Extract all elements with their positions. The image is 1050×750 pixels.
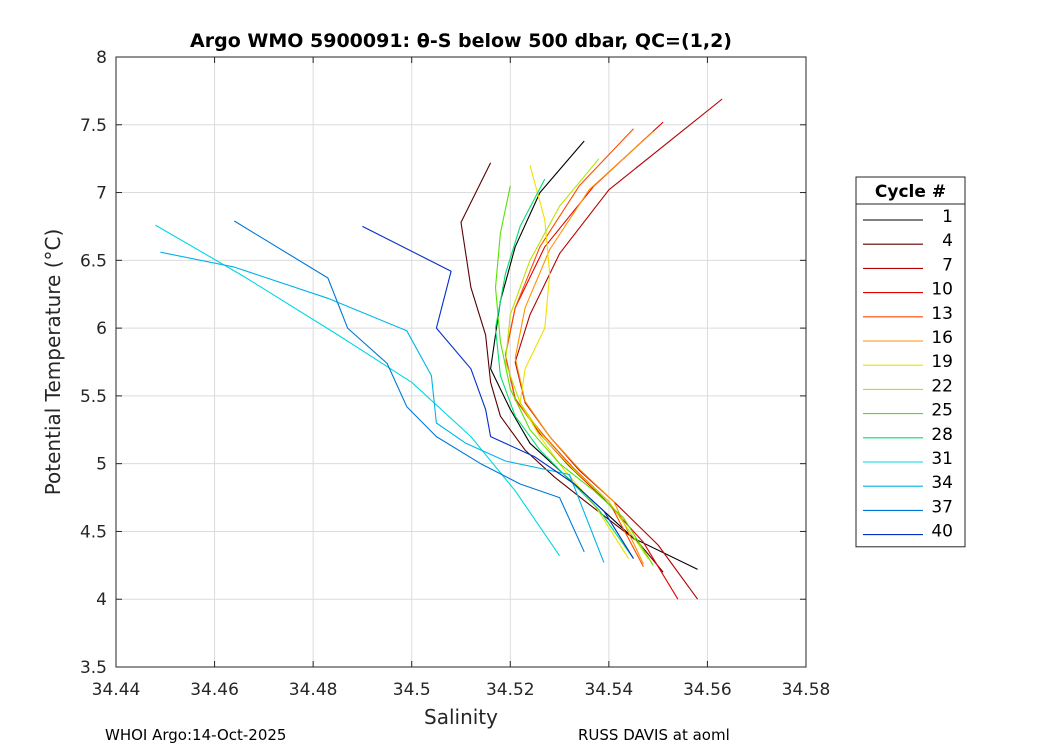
- legend-label-cycle-4: 4: [942, 231, 953, 251]
- series-line-cycle-40: [362, 225, 634, 559]
- series-line-cycle-37: [234, 220, 585, 553]
- legend-label-cycle-40: 40: [931, 522, 953, 542]
- y-tick-label: 4: [96, 590, 107, 610]
- legend-box: [855, 176, 966, 548]
- legend-label-cycle-1: 1: [942, 207, 953, 227]
- series-line-cycle-22: [504, 158, 649, 559]
- series-line-cycle-16: [514, 131, 654, 565]
- x-axis-label: Salinity: [424, 705, 498, 729]
- y-tick-label: 7.5: [80, 116, 107, 136]
- y-tick-label: 5: [96, 455, 107, 475]
- legend-label-cycle-13: 13: [931, 304, 953, 324]
- series-line-cycle-25: [494, 185, 654, 566]
- x-tick-label: 34.56: [683, 680, 732, 700]
- y-axis-label: Potential Temperature (°C): [41, 229, 65, 496]
- series-line-cycle-7: [514, 98, 723, 600]
- chart-title: Argo WMO 5900091: θ-S below 500 dbar, QC…: [190, 30, 732, 52]
- legend-label-cycle-19: 19: [931, 352, 953, 372]
- x-tick-label: 34.46: [190, 680, 239, 700]
- legend-label-cycle-25: 25: [931, 401, 953, 421]
- y-tick-label: 4.5: [80, 522, 107, 542]
- y-tick-label: 7: [96, 184, 107, 204]
- legend-label-cycle-37: 37: [931, 497, 953, 517]
- legend-label-cycle-28: 28: [931, 425, 953, 445]
- y-tick-label: 5.5: [80, 387, 107, 407]
- legend-label-cycle-22: 22: [931, 376, 953, 396]
- y-tick-label: 6.5: [80, 251, 107, 271]
- series-line-cycle-4: [460, 162, 664, 573]
- x-tick-label: 34.44: [92, 680, 141, 700]
- y-tick-label: 6: [96, 319, 107, 339]
- legend: Cycle # 1 4 7 10 13 16 19 22 25 28 31 34 37 40: [855, 176, 966, 548]
- axes-box: [115, 56, 807, 668]
- series-line-cycle-31: [155, 224, 561, 557]
- series-line-cycle-19: [519, 165, 630, 559]
- legend-label-cycle-16: 16: [931, 328, 953, 348]
- legend-label-cycle-10: 10: [931, 280, 953, 300]
- y-tick-label: 3.5: [80, 658, 107, 678]
- x-tick-label: 34.52: [486, 680, 535, 700]
- legend-title: Cycle #: [875, 182, 946, 202]
- x-tick-label: 34.58: [782, 680, 831, 700]
- x-tick-label: 34.54: [585, 680, 634, 700]
- legend-label-cycle-31: 31: [931, 449, 953, 469]
- plot-background: [116, 57, 806, 667]
- legend-label-cycle-34: 34: [931, 473, 953, 493]
- footer-right: RUSS DAVIS at aoml: [578, 726, 730, 744]
- plot-area: 34.44 34.46 34.48 34.5 34.52 34.54 34.56 34.58 3…: [80, 48, 830, 700]
- legend-label-cycle-7: 7: [942, 255, 953, 275]
- y-tick-label: 8: [96, 48, 107, 68]
- footer-left: WHOI Argo:14-Oct-2025: [105, 726, 286, 744]
- x-tick-label: 34.5: [393, 680, 431, 700]
- series-line-cycle-28: [494, 178, 634, 559]
- series-line-cycle-34: [160, 251, 605, 563]
- x-tick-label: 34.48: [289, 680, 338, 700]
